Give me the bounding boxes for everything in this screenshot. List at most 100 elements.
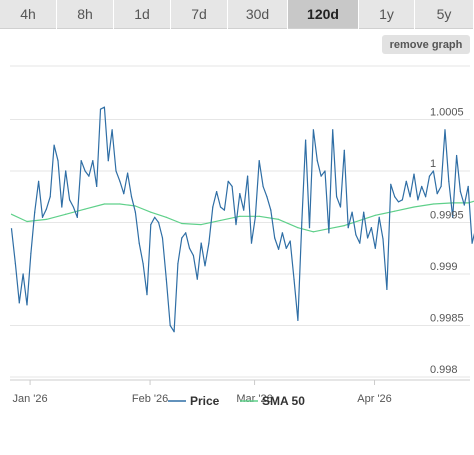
price-point bbox=[301, 221, 303, 224]
price-point bbox=[76, 216, 78, 218]
price-point bbox=[177, 263, 179, 265]
sma-point bbox=[432, 203, 434, 205]
sma-point bbox=[297, 227, 299, 229]
price-point bbox=[266, 196, 268, 198]
price-point bbox=[49, 196, 51, 198]
price-point bbox=[440, 185, 442, 188]
price-point bbox=[188, 247, 191, 249]
sma-point bbox=[65, 213, 67, 215]
price-point bbox=[161, 237, 164, 239]
legend-price-label[interactable]: Price bbox=[190, 394, 220, 408]
sma-point bbox=[394, 210, 396, 212]
price-point bbox=[107, 160, 109, 162]
price-point bbox=[452, 216, 454, 218]
price-point bbox=[409, 196, 411, 198]
price-point bbox=[192, 254, 195, 257]
price-point bbox=[336, 196, 338, 198]
price-point bbox=[196, 278, 198, 280]
price-point bbox=[363, 211, 365, 213]
price-point bbox=[332, 129, 334, 131]
price-point bbox=[432, 170, 434, 172]
price-point bbox=[305, 139, 307, 141]
price-point bbox=[390, 183, 392, 185]
tab-4h[interactable]: 4h bbox=[0, 0, 56, 29]
grid-layer bbox=[10, 65, 470, 381]
price-point bbox=[351, 211, 353, 213]
price-point bbox=[65, 170, 67, 172]
price-point bbox=[41, 216, 44, 218]
price-point bbox=[231, 185, 233, 188]
tab-1y[interactable]: 1y bbox=[359, 0, 414, 29]
price-point bbox=[68, 199, 71, 201]
x-tick-label: Feb '26 bbox=[132, 393, 168, 405]
price-point bbox=[45, 208, 47, 210]
sma-point bbox=[258, 215, 260, 217]
price-point bbox=[254, 216, 256, 218]
price-point bbox=[397, 201, 400, 203]
price-point bbox=[92, 160, 94, 162]
price-point bbox=[103, 106, 105, 108]
price-point bbox=[297, 319, 299, 321]
price-point bbox=[181, 237, 183, 239]
price-point bbox=[316, 160, 318, 162]
x-tick-label: Mar '26 bbox=[236, 393, 272, 405]
tab-120d[interactable]: 120d bbox=[288, 0, 358, 29]
price-point bbox=[38, 180, 40, 182]
price-point bbox=[146, 294, 148, 296]
price-point bbox=[57, 160, 59, 162]
price-point bbox=[18, 302, 20, 304]
price-point bbox=[88, 175, 90, 177]
price-point bbox=[130, 196, 133, 198]
price-layer bbox=[10, 106, 474, 333]
tab-5y[interactable]: 5y bbox=[415, 0, 473, 29]
price-point bbox=[111, 129, 113, 131]
price-point bbox=[281, 232, 284, 234]
y-tick-label: 0.998 bbox=[430, 364, 458, 376]
price-point bbox=[115, 170, 117, 172]
price-point bbox=[428, 175, 431, 177]
sma-point bbox=[10, 213, 13, 215]
sma-point bbox=[374, 214, 376, 216]
price-point bbox=[386, 288, 388, 291]
tab-7d[interactable]: 7d bbox=[171, 0, 227, 29]
price-point bbox=[173, 331, 175, 333]
legend-sma-label[interactable]: SMA 50 bbox=[262, 394, 305, 408]
price-point bbox=[359, 242, 361, 244]
sma-point bbox=[343, 224, 345, 227]
price-point bbox=[72, 206, 75, 208]
price-point bbox=[250, 242, 253, 244]
price-point bbox=[22, 273, 24, 275]
price-point bbox=[10, 228, 13, 230]
tab-30d[interactable]: 30d bbox=[228, 0, 287, 29]
price-point bbox=[370, 227, 373, 229]
sma-point bbox=[26, 220, 28, 223]
legend[interactable]: Price SMA 50 bbox=[168, 394, 305, 408]
sma-point bbox=[84, 208, 86, 210]
tab-8h[interactable]: 8h bbox=[57, 0, 113, 29]
price-point bbox=[444, 129, 446, 131]
sma-point bbox=[277, 218, 280, 221]
remove-graph-button[interactable]: remove graph bbox=[382, 35, 470, 54]
price-point bbox=[448, 180, 450, 182]
y-tick-label: 1 bbox=[430, 158, 436, 170]
price-point bbox=[289, 240, 291, 242]
sma-point bbox=[359, 219, 361, 222]
price-point bbox=[235, 223, 237, 226]
price-point bbox=[185, 232, 187, 234]
price-point bbox=[274, 237, 276, 239]
price-point bbox=[320, 175, 322, 177]
price-point bbox=[150, 223, 152, 226]
price-point bbox=[204, 265, 206, 267]
sma-point bbox=[181, 222, 183, 225]
price-point bbox=[61, 206, 63, 208]
price-point bbox=[119, 180, 121, 182]
price-point bbox=[285, 247, 287, 249]
price-point bbox=[14, 263, 16, 265]
tab-1d[interactable]: 1d bbox=[114, 0, 170, 29]
price-point bbox=[471, 242, 473, 244]
price-point bbox=[405, 180, 407, 182]
price-point bbox=[421, 185, 423, 188]
price-point bbox=[436, 193, 438, 195]
price-point bbox=[343, 149, 345, 151]
sma-point bbox=[219, 219, 222, 222]
